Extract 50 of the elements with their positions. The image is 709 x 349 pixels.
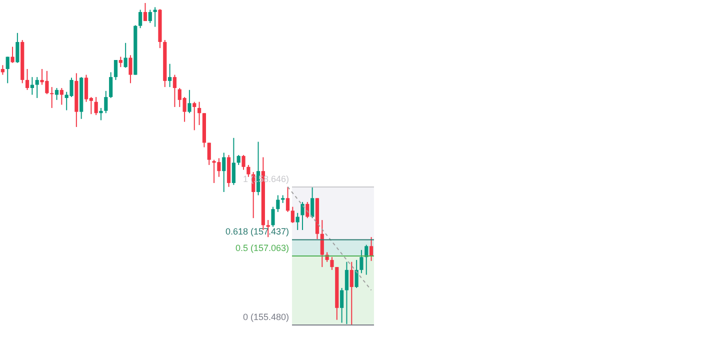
candlestick: [143, 2, 148, 22]
candlestick: [290, 206, 294, 224]
candlestick: [148, 9, 152, 24]
candlestick: [330, 256, 334, 270]
candlestick: [350, 261, 354, 326]
candlestick: [114, 59, 118, 80]
candlestick: [94, 96, 98, 116]
annotation: 0.5 (157.063): [235, 242, 289, 253]
candlestick: [310, 186, 314, 219]
candlestick: [0, 64, 5, 76]
candlestick: [197, 101, 202, 126]
candlestick: [246, 164, 250, 178]
candlestick: [344, 261, 349, 325]
candlestick: [271, 206, 275, 228]
candlestick: [118, 56, 122, 68]
candlestick: [320, 220, 324, 268]
candlestick: [188, 89, 192, 114]
candlestick: [369, 236, 374, 262]
candlestick: [35, 76, 39, 98]
candlestick: [25, 68, 30, 90]
candlestick: [300, 201, 304, 231]
candlestick: [232, 137, 236, 186]
candlestick: [192, 101, 196, 131]
candlestick: [296, 212, 300, 231]
candlestick: [128, 54, 132, 84]
candlestick: [276, 194, 280, 212]
candlestick: [10, 46, 14, 64]
candlestick: [6, 56, 10, 84]
candlestick: [30, 76, 34, 96]
candlestick: [286, 186, 290, 212]
candlestick: [138, 9, 142, 29]
candlestick: [104, 90, 108, 114]
candlestick: [207, 142, 211, 166]
candlestick: [168, 63, 172, 88]
candlestick: [306, 201, 310, 219]
candlestick: [222, 152, 226, 193]
candlestick: [99, 107, 103, 121]
candlestick: [124, 42, 128, 68]
annotation: 0 (155.480): [242, 312, 289, 322]
candlestick: [242, 154, 246, 170]
candlestick: [172, 74, 177, 108]
candlestick: [360, 249, 364, 274]
candlestick: [16, 32, 20, 64]
candlestick: [54, 88, 59, 100]
candlestick: [60, 88, 64, 106]
candlestick: [354, 259, 358, 288]
candlestick: [109, 72, 113, 98]
candlestick: [236, 154, 240, 166]
candlestick: [50, 86, 54, 108]
candlestick: [340, 287, 344, 324]
